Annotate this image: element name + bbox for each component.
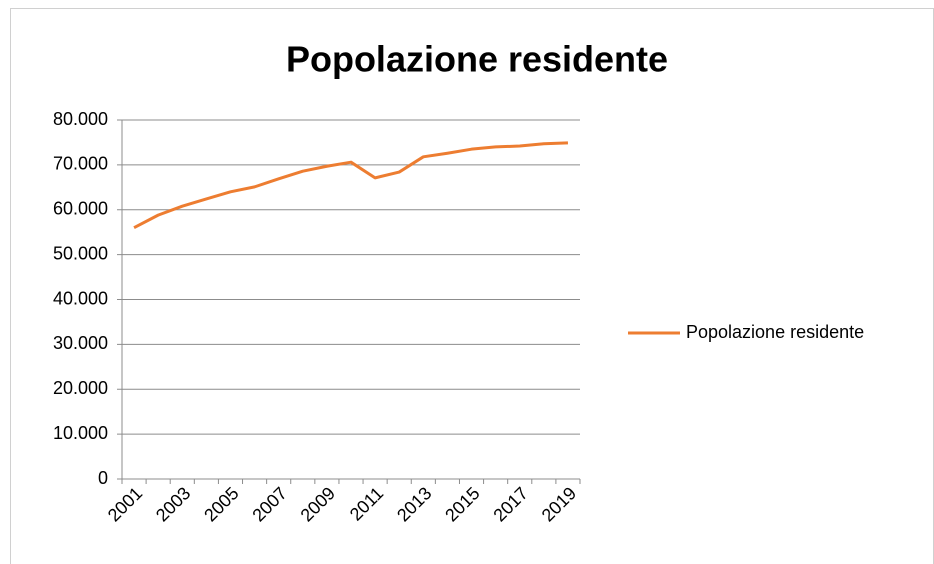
y-tick-label: 20.000 xyxy=(53,378,108,398)
y-tick-label: 50.000 xyxy=(53,243,108,263)
y-tick-label: 30.000 xyxy=(53,333,108,353)
y-tick-label: 0 xyxy=(98,468,108,488)
y-tick-label: 80.000 xyxy=(53,109,108,129)
legend-label: Popolazione residente xyxy=(686,322,864,342)
chart-border xyxy=(10,8,934,564)
y-tick-label: 70.000 xyxy=(53,154,108,174)
y-tick-label: 60.000 xyxy=(53,199,108,219)
chart-title: Popolazione residente xyxy=(286,39,668,80)
series-line xyxy=(133,141,569,230)
y-tick-label: 10.000 xyxy=(53,423,108,443)
y-tick-label: 40.000 xyxy=(53,288,108,308)
